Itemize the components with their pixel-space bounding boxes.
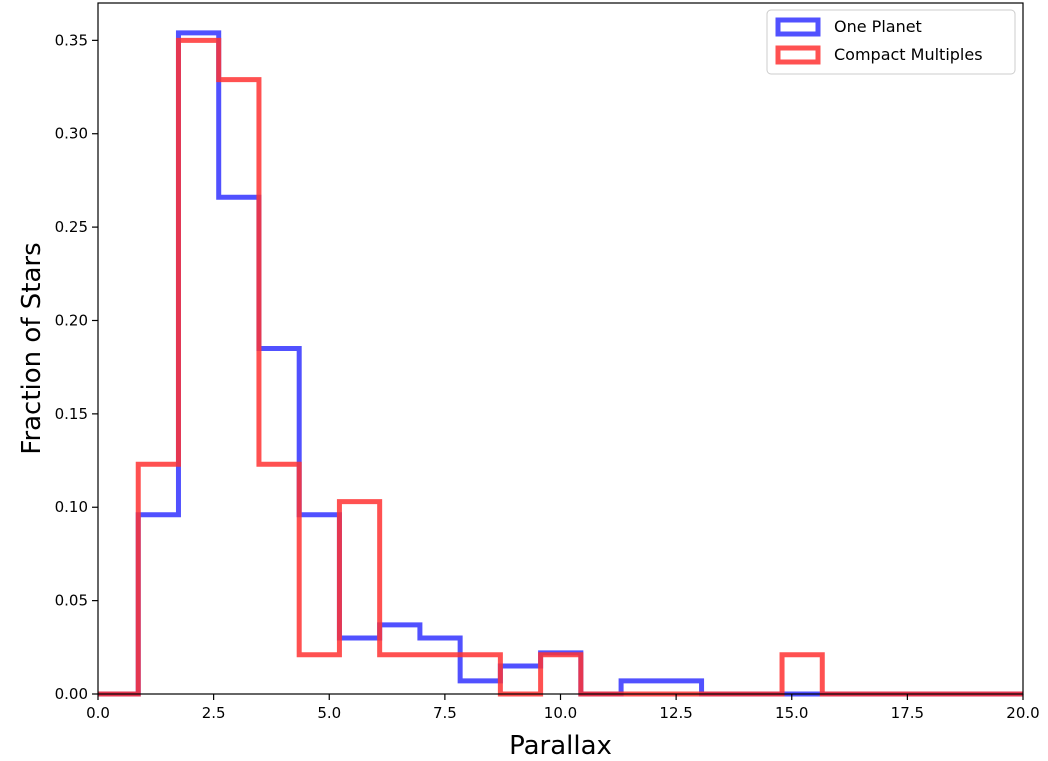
y-tick-label: 0.05: [55, 592, 88, 610]
legend-label-one-planet: One Planet: [834, 17, 922, 36]
legend-label-compact-multiples: Compact Multiples: [834, 45, 983, 64]
y-tick-label: 0.25: [55, 218, 88, 236]
y-tick-label: 0.20: [55, 311, 88, 329]
x-axis-label: Parallax: [509, 731, 612, 761]
x-tick-label: 20.0: [1006, 704, 1039, 722]
x-tick-label: 7.5: [433, 704, 457, 722]
legend-box: [766, 9, 1016, 75]
y-axis-label: Fraction of Stars: [17, 242, 47, 454]
plot-frame: [97, 2, 1024, 695]
x-tick-label: 2.5: [202, 704, 226, 722]
y-tick-label: 0.35: [55, 31, 88, 49]
x-tick-label: 5.0: [317, 704, 341, 722]
legend-swatch-one-planet: [775, 17, 821, 37]
legend-swatch-compact-multiples: [775, 45, 821, 65]
y-tick-label: 0.30: [55, 125, 88, 143]
y-tick-label: 0.15: [55, 405, 88, 423]
x-tick-label: 15.0: [775, 704, 808, 722]
y-tick-label: 0.10: [55, 498, 88, 516]
x-tick-label: 0.0: [86, 704, 110, 722]
x-tick-label: 17.5: [891, 704, 924, 722]
series-step-line-one-planet: [98, 30, 1023, 697]
axes-layer: 0.0 2.5 5.0 7.5 10.0 12.5 15.0 17.5 20.0 0.00 0.05…: [55, 2, 1040, 722]
x-tick-label: 12.5: [659, 704, 692, 722]
legend: One Planet Compact Multiples: [766, 9, 1016, 75]
series-step-line-compact-multiples: [98, 37, 1023, 697]
y-tick-label: 0.00: [55, 685, 88, 703]
x-tick-label: 10.0: [544, 704, 577, 722]
series-layer: [98, 30, 1023, 697]
